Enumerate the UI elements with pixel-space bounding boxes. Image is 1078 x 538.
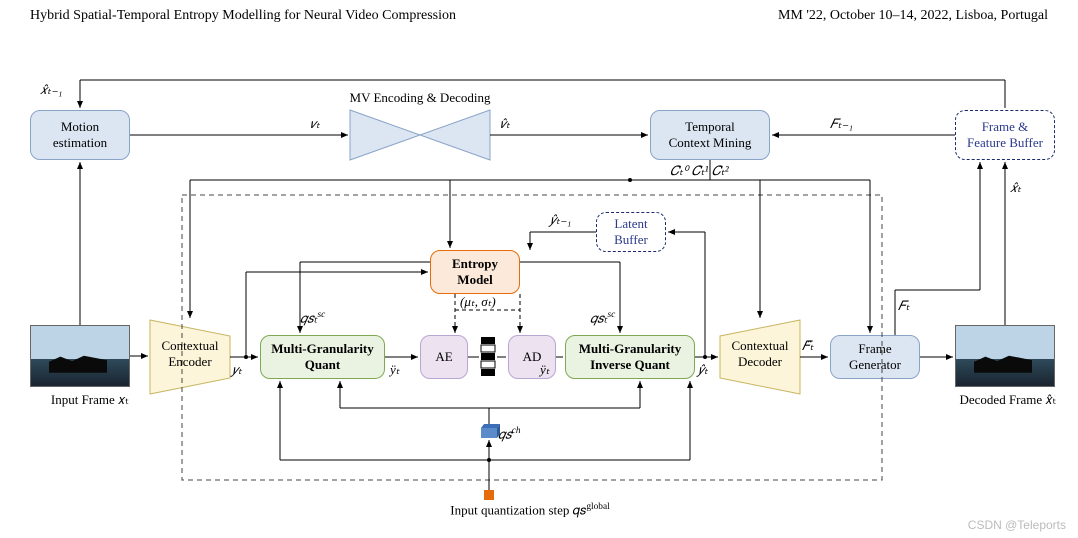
yhat-prev-label: 𝑦̂ₜ₋₁ <box>550 212 571 228</box>
fhat-t-label: 𝐹̂ₜ <box>802 338 814 354</box>
yt-label: 𝑦ₜ <box>232 362 242 378</box>
xhat-prev-label: 𝑥̂ₜ₋₁ <box>40 82 62 98</box>
diagram-svg <box>0 0 1078 538</box>
contextual-encoder-label: Contextual Encoder <box>150 338 230 370</box>
fprev-label: 𝐹ₜ₋₁ <box>830 116 853 132</box>
mu-sigma-label: (μₜ, σₜ) <box>460 294 496 310</box>
ft-label: 𝐹ₜ <box>898 298 910 314</box>
input-frame-label: Input Frame 𝑥ₜ <box>30 392 150 408</box>
ydd2-label: ÿₜ <box>540 362 550 378</box>
vhat-label: 𝑣̂ₜ <box>500 116 510 132</box>
decoded-frame-label: Decoded Frame 𝑥̂ₜ <box>938 392 1078 408</box>
ydd1-label: ÿₜ <box>390 362 400 378</box>
qssc1-label: 𝑞𝑠ₜsc <box>300 310 325 326</box>
contextual-decoder-label: Contextual Decoder <box>720 338 800 370</box>
cbar-label: 𝐶̄ₜ⁰ 𝐶̄ₜ¹ 𝐶̄ₜ² <box>670 163 729 179</box>
yhat-t-label: 𝑦̂ₜ <box>698 362 708 378</box>
quant-step-label: Input quantization step 𝑞𝑠global <box>380 502 680 518</box>
qsch-label: 𝑞𝑠ch <box>498 426 521 442</box>
vt-label: 𝑣ₜ <box>310 116 320 132</box>
watermark: CSDN @Teleports <box>968 518 1066 532</box>
xhat-t-label: 𝑥̂ₜ <box>1010 180 1021 196</box>
qssc2-label: 𝑞𝑠ₜsc <box>590 310 615 326</box>
